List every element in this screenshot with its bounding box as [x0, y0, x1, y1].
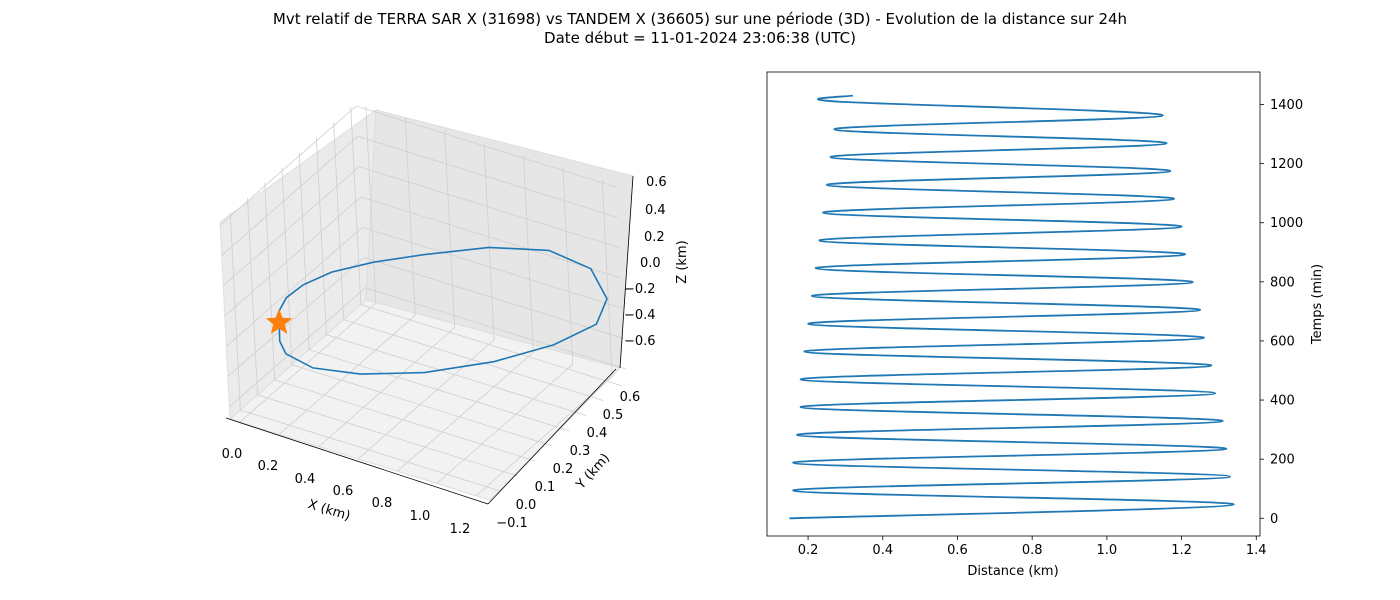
grid-3d	[219, 105, 626, 497]
z-tick-label: 0.6	[646, 175, 667, 190]
x-tick-label: 0.8	[1022, 543, 1043, 558]
grid-line	[224, 196, 621, 317]
y-tick-label: 0.2	[553, 462, 574, 477]
y-tick-label: −0.1	[496, 516, 528, 531]
y-tick-label: 0.0	[516, 498, 537, 513]
grid-line	[219, 105, 617, 226]
y-tick-label: 0.4	[587, 426, 608, 441]
grid-line	[350, 107, 621, 386]
grid-line	[229, 212, 501, 492]
z-tick-label: −0.4	[624, 308, 656, 323]
grid-line	[239, 106, 377, 423]
distance-series-line	[789, 94, 1235, 520]
chart-subtitle: Date début = 11-01-2024 23:06:38 (UTC)	[544, 29, 856, 47]
plot-2d: 0.2 0.4 0.6 0.8 1.0 1.2 1.4 0 200 400 600 800 1000 12…	[766, 71, 1325, 579]
grid-line	[227, 257, 624, 377]
y-tick-label: 1200	[1270, 157, 1303, 172]
grid-line	[222, 166, 620, 286]
grid-line	[278, 118, 416, 435]
z-tick-label: 0.2	[644, 230, 665, 245]
grid-line	[397, 155, 534, 472]
x-tick-label: 0.4	[295, 472, 316, 487]
chart-title: Mvt relatif de TERRA SAR X (31698) vs TA…	[272, 10, 1128, 28]
x-tick-label: 0.6	[333, 484, 354, 499]
grid-line	[229, 287, 626, 408]
x-tick-label: 0.2	[798, 543, 819, 558]
grid-line	[247, 197, 518, 477]
z-tick-labels: −0.6 −0.4 −0.2 0.0 0.2 0.4 0.6	[624, 175, 667, 349]
z-tick-label: −0.6	[624, 334, 656, 349]
z-axis-label: Z (km)	[675, 240, 690, 283]
y-axis-label-2d: Temps (min)	[1310, 264, 1325, 345]
start-star-marker	[265, 308, 293, 334]
x-axis-label-2d: Distance (km)	[967, 564, 1058, 579]
grid-line	[333, 122, 604, 401]
y-tick-label: 600	[1270, 334, 1295, 349]
x-axis-label: X (km)	[306, 497, 352, 524]
x-tick-label: 1.4	[1246, 543, 1267, 558]
x-tick-label: 1.0	[410, 509, 431, 524]
x-tick-label: 0.8	[372, 496, 393, 511]
y-tick-label: 1000	[1270, 216, 1303, 231]
grid-line	[318, 130, 456, 447]
grid-line	[298, 152, 570, 432]
grid-line	[436, 167, 574, 484]
x-tick-labels: 0.0 0.2 0.4 0.6 0.8 1.0 1.2	[222, 447, 471, 537]
z-tick-label: −0.2	[624, 282, 656, 297]
y-tick-label: 0	[1270, 512, 1278, 527]
grid-line	[316, 137, 587, 417]
y-tick-label: 1400	[1270, 98, 1303, 113]
x-tick-label: 0.4	[872, 543, 893, 558]
y-tick-label: 200	[1270, 453, 1295, 468]
x-axis-line	[225, 417, 489, 505]
y-axis-line	[487, 368, 617, 505]
y-tick-label: 0.5	[603, 408, 624, 423]
y-tick-label: 400	[1270, 394, 1295, 409]
x-tick-label: 1.2	[450, 522, 471, 537]
trajectory-line	[277, 246, 608, 375]
plot-area-frame	[766, 71, 1261, 537]
grid-line	[475, 179, 613, 497]
x-tick-label: 1.0	[1097, 543, 1118, 558]
x-tick-label: 0.0	[222, 447, 243, 462]
y-tick-label: 0.6	[620, 390, 641, 405]
y-tick-label: 0.1	[535, 480, 556, 495]
grid-line	[221, 135, 618, 256]
grid-line	[281, 167, 553, 447]
plot-3d: 0.0 0.2 0.4 0.6 0.8 1.0 1.2 X (km) −0.1 …	[219, 105, 690, 537]
ticks-2d: 0.2 0.4 0.6 0.8 1.0 1.2 1.4 0 200 400 600 800 1000 12…	[798, 98, 1303, 558]
x-tick-label: 0.6	[947, 543, 968, 558]
x-tick-label: 0.2	[258, 459, 279, 474]
y-tick-label: 0.3	[570, 444, 591, 459]
y-tick-label: 800	[1270, 275, 1295, 290]
z-axis-line	[619, 175, 634, 369]
z-tick-label: 0.4	[645, 203, 666, 218]
grid-line	[357, 142, 495, 460]
y-tick-labels: −0.1 0.0 0.1 0.2 0.3 0.4 0.5 0.6	[496, 390, 640, 531]
x-tick-label: 1.2	[1171, 543, 1192, 558]
grid-line	[226, 226, 623, 347]
z-tick-label: 0.0	[640, 256, 661, 271]
grid-line	[264, 182, 535, 462]
